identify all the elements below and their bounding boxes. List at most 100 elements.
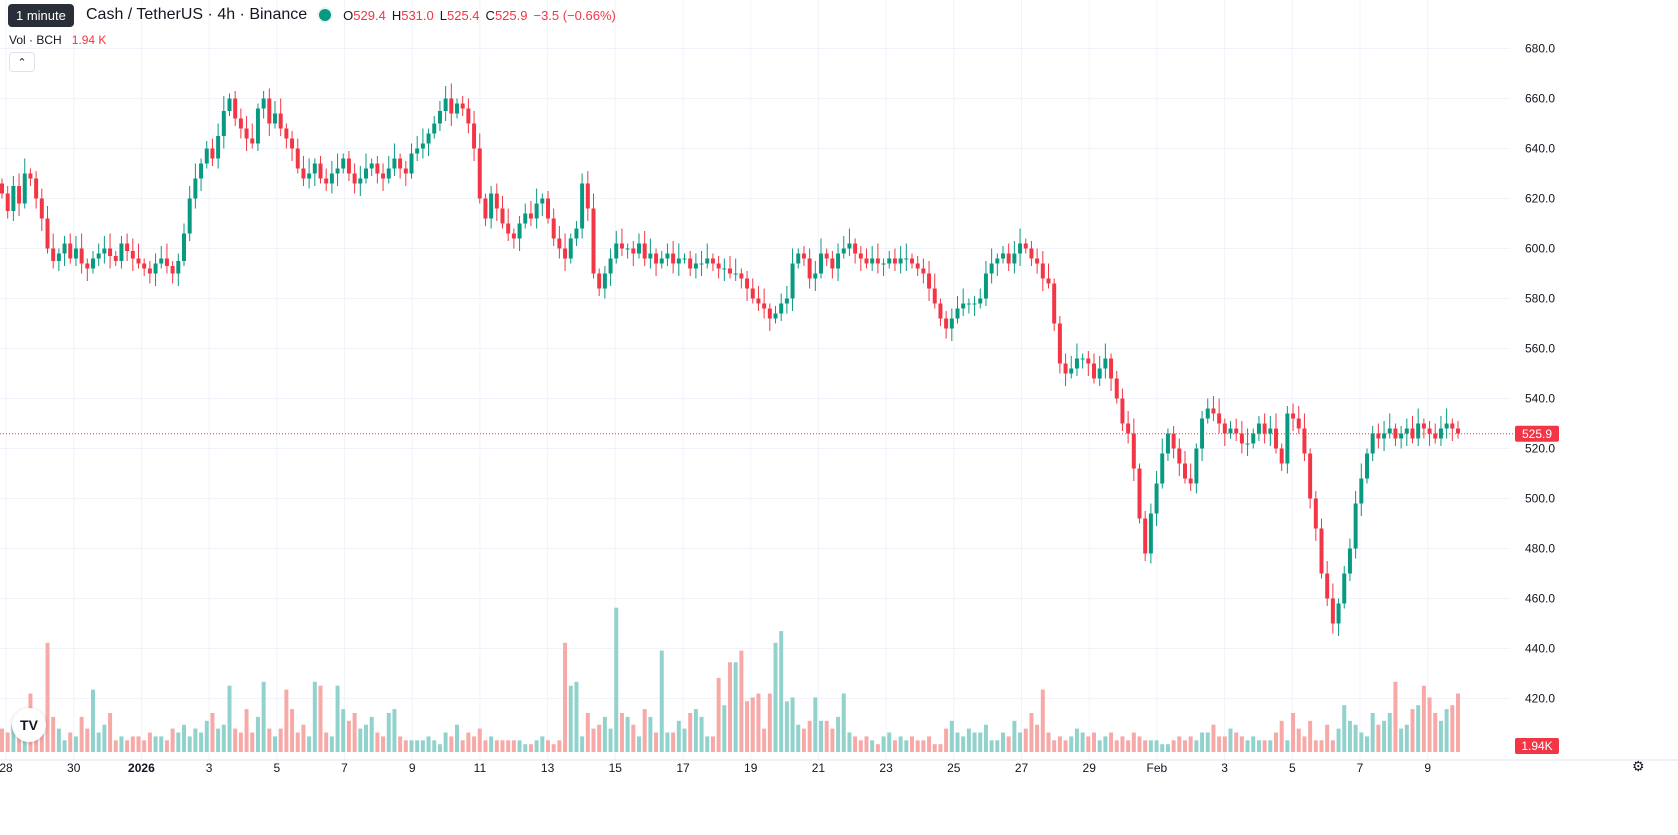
candle-body [301,168,306,179]
candle-body [1211,408,1216,414]
volume-bar [307,736,312,752]
volume-bar [250,732,255,752]
volume-bar [39,728,44,752]
open-key: O [343,7,354,23]
candle-body [1302,428,1307,454]
candle-body [85,263,90,269]
volume-bar [312,681,317,752]
candle-body [847,243,852,249]
candle-body [625,248,630,250]
candle-body [585,183,590,209]
interval-tooltip: 1 minute [8,4,74,27]
volume-bar [995,740,1000,752]
candle-body [796,253,801,264]
candle-body [329,173,334,184]
candle-body [784,298,789,304]
candle-body [1046,278,1051,284]
candle-body [1177,448,1182,464]
volume-bar [705,736,710,752]
volume-bar [301,724,306,752]
volume-bar [870,740,875,752]
volume-bar [932,744,937,752]
volume-bar [1421,685,1426,752]
candle-body [750,288,755,299]
volume-bar [1171,740,1176,752]
volume-bar [1114,740,1119,752]
volume-bar [455,724,459,752]
volume-bar [910,736,914,752]
volume-bar [1001,732,1005,752]
collapse-legend-button[interactable]: ⌃ [9,52,35,72]
volume-bar [1097,740,1102,752]
volume-bar [762,728,767,752]
gear-icon[interactable]: ⚙ [1632,758,1645,774]
volume-bar [1456,693,1460,752]
volume-bar [710,736,715,752]
candle-body [1183,463,1187,479]
candle-body [1279,448,1284,464]
candle-body [540,198,545,204]
candle-body [1262,423,1267,434]
volume-badge [1515,738,1559,754]
volume-bar [534,740,539,752]
volume-bar [1325,724,1330,752]
candle-body [238,118,243,129]
volume-bar [927,736,932,752]
candle-body [659,258,664,264]
volume-bar [449,736,454,752]
candle-body [722,268,727,270]
volume-bar [358,728,363,752]
candle-body [267,98,272,124]
symbol-title[interactable]: Cash / TetherUS · 4h · Binance [86,6,308,23]
volume-bar [437,744,442,752]
price-tick-label: 500.0 [1525,492,1555,506]
candle-body [5,193,10,211]
price-tick-label: 620.0 [1525,192,1555,206]
candle-body [34,178,39,199]
volume-bar [784,701,789,752]
candle-body [989,263,994,274]
volume-badge-label: 1.94K [1521,739,1552,753]
volume-bar [443,732,448,752]
volume-bar [1069,736,1074,752]
candle-body [102,248,107,254]
candle-body [341,158,346,169]
volume-bar [1080,732,1085,752]
low-value: 525.4 [447,7,480,23]
volume-bar [199,732,204,752]
candle-body [767,308,772,319]
volume-bar [261,681,266,752]
candle-body [1222,423,1227,434]
volume-bar [1029,713,1034,752]
candle-body [1200,418,1205,449]
tradingview-logo[interactable]: TV [12,708,46,742]
volume-bar [1205,732,1210,752]
candle-body [261,98,266,109]
volume-label[interactable]: Vol · BCH [9,33,62,47]
volume-bar [898,736,903,752]
volume-bar [1416,705,1421,752]
price-tick-label: 440.0 [1525,642,1555,656]
volume-bar [329,736,334,752]
candle-body [489,193,494,219]
candle-body [637,243,641,254]
candle-body [932,288,937,304]
candle-body [1404,428,1409,434]
candle-body [68,243,73,259]
volume-bar [1092,732,1096,752]
candle-body [1143,518,1148,554]
volume-bar [625,716,630,752]
volume-bar [233,728,238,752]
volume-bar [682,728,687,752]
volume-bar [813,697,818,752]
volume-bar [341,709,346,752]
candle-body [528,213,533,219]
volume-bar [477,728,482,752]
volume-bar [398,736,403,752]
candle-body [1194,448,1199,484]
candle-body [290,138,295,149]
candle-body [887,258,892,264]
time-tick-label: 21 [812,761,826,775]
candle-body [477,148,482,199]
